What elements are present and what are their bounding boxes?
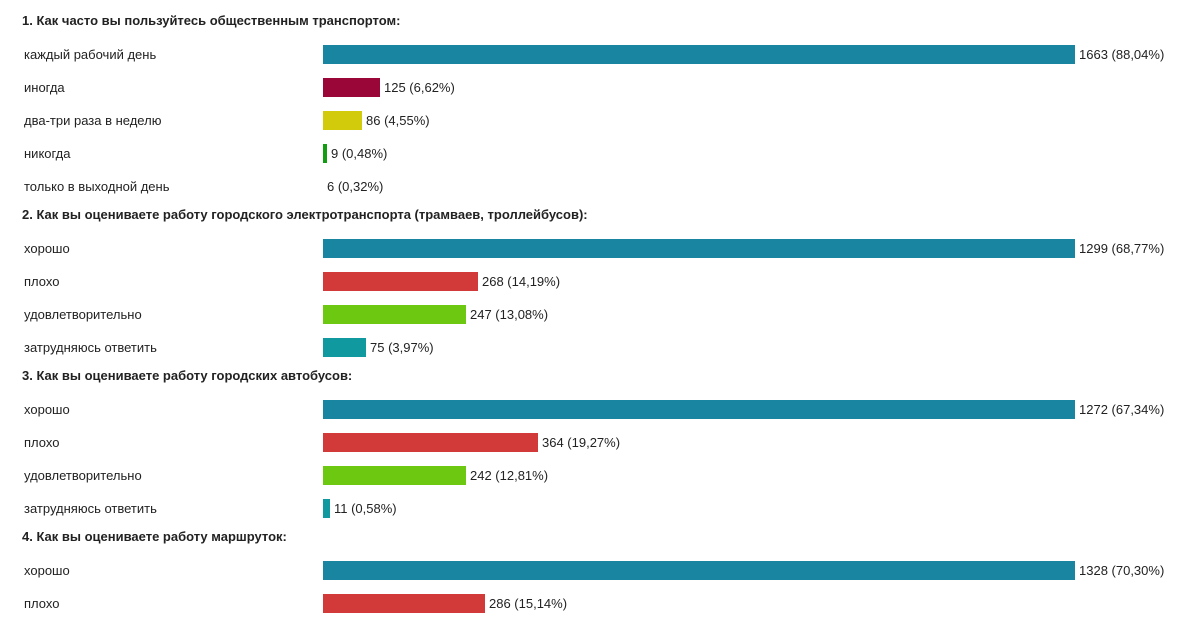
- value-label: 1272 (67,34%): [1079, 402, 1165, 417]
- result-bar: [323, 144, 327, 163]
- question-title: 4. Как вы оцениваете работу маршруток:: [22, 529, 287, 544]
- value-label: 1328 (70,30%): [1079, 563, 1165, 578]
- result-bar: [323, 466, 466, 485]
- option-label: плохо: [24, 274, 60, 289]
- option-label: только в выходной день: [24, 179, 170, 194]
- question-title: 2. Как вы оцениваете работу городского э…: [22, 207, 588, 222]
- result-bar: [323, 78, 380, 97]
- option-label: иногда: [24, 80, 65, 95]
- option-label: плохо: [24, 435, 60, 450]
- value-label: 364 (19,27%): [542, 435, 621, 450]
- value-label: 125 (6,62%): [384, 80, 455, 95]
- result-bar: [323, 45, 1075, 64]
- result-bar: [323, 594, 485, 613]
- value-label: 9 (0,48%): [331, 146, 388, 161]
- result-bar: [323, 433, 538, 452]
- option-label: затрудняюсь ответить: [24, 340, 157, 355]
- value-label: 242 (12,81%): [470, 468, 549, 483]
- result-bar: [323, 305, 466, 324]
- option-label: два-три раза в неделю: [24, 113, 162, 128]
- result-bar: [323, 338, 366, 357]
- option-label: хорошо: [24, 241, 70, 256]
- option-label: хорошо: [24, 563, 70, 578]
- result-bar: [323, 239, 1075, 258]
- result-bar: [323, 272, 478, 291]
- value-label: 286 (15,14%): [489, 596, 568, 611]
- value-label: 247 (13,08%): [470, 307, 549, 322]
- value-label: 75 (3,97%): [370, 340, 434, 355]
- option-label: удовлетворительно: [24, 468, 142, 483]
- value-label: 11 (0,58%): [334, 501, 397, 516]
- result-bar: [323, 111, 362, 130]
- option-label: хорошо: [24, 402, 70, 417]
- option-label: затрудняюсь ответить: [24, 501, 157, 516]
- result-bar: [323, 561, 1075, 580]
- value-label: 86 (4,55%): [366, 113, 430, 128]
- result-bar: [323, 400, 1075, 419]
- value-label: 1663 (88,04%): [1079, 47, 1165, 62]
- option-label: плохо: [24, 596, 60, 611]
- option-label: каждый рабочий день: [24, 47, 157, 62]
- option-label: никогда: [24, 146, 71, 161]
- value-label: 1299 (68,77%): [1079, 241, 1165, 256]
- result-bar: [323, 499, 330, 518]
- question-title: 1. Как часто вы пользуйтесь общественным…: [22, 13, 401, 28]
- value-label: 6 (0,32%): [327, 179, 384, 194]
- value-label: 268 (14,19%): [482, 274, 561, 289]
- question-title: 3. Как вы оцениваете работу городских ав…: [22, 368, 353, 383]
- option-label: удовлетворительно: [24, 307, 142, 322]
